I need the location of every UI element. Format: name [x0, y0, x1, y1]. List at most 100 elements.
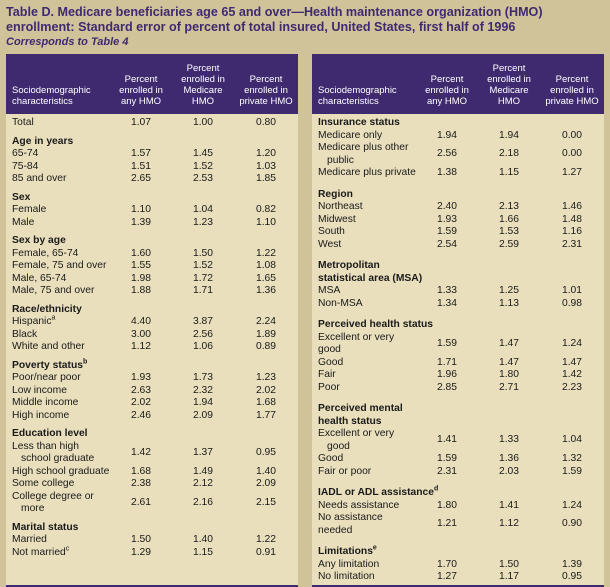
table-row: 75-84 1.51 1.52 1.03	[6, 161, 298, 174]
cell-value: 1.32	[561, 453, 583, 464]
cell-value: 1.55	[130, 260, 152, 271]
cell-value: 1.41	[498, 499, 520, 511]
row-label: Some college	[12, 478, 75, 489]
table-row: Excellent or very good 1.59 1.47 1.24	[312, 332, 604, 357]
table-row: Some college 2.38 2.12 2.09	[6, 478, 298, 491]
cell-value: 1.93	[130, 372, 152, 383]
cell-value: 2.03	[498, 465, 520, 477]
cell-value: 1.04	[561, 434, 583, 446]
cell-value: 2.15	[255, 496, 277, 508]
section-label: Sex	[12, 191, 31, 203]
cell-value: 1.96	[436, 369, 458, 380]
section-row: IADL or ADL assistanced	[312, 485, 604, 500]
cell-value: 1.52	[192, 160, 214, 172]
cell-value: 1.71	[192, 285, 214, 296]
table-row: Medicare plus other public 2.56 2.18 0.00	[312, 142, 604, 167]
cell-value: 1.10	[130, 204, 152, 215]
table-row: 85 and over 2.65 2.53 1.85	[6, 173, 298, 186]
cell-value: 1.47	[498, 337, 520, 349]
cell-value: 1.36	[255, 285, 277, 296]
table-row: No assistance needed 1.21 1.12 0.90	[312, 512, 604, 537]
section-label: Race/ethnicity	[12, 303, 82, 315]
cell-value: 1.00	[192, 117, 214, 128]
cell-value: 1.07	[130, 117, 152, 128]
row-label: Male, 65-74	[12, 272, 67, 284]
cell-value: 1.41	[436, 434, 458, 446]
cell-value: 1.88	[130, 285, 152, 296]
cell-value: 0.95	[255, 446, 277, 458]
cell-value: 1.51	[130, 160, 152, 172]
cell-value: 2.61	[130, 496, 152, 508]
cell-value: 1.46	[561, 201, 583, 212]
cell-value: 0.98	[561, 297, 583, 309]
table-body: Insurance status Medicare only 1.94 1.94 0.0…	[312, 114, 604, 585]
table-row: West 2.54 2.59 2.31	[312, 239, 604, 252]
footnote-marker: b	[82, 358, 88, 366]
cell-value: 2.13	[498, 201, 520, 212]
column-header: Percent enrolled in any HMO	[425, 74, 469, 107]
row-label: MSA	[318, 285, 341, 296]
section-gap	[312, 394, 604, 403]
cell-value: 1.21	[436, 518, 458, 530]
section-label: Region	[318, 188, 353, 200]
cell-value: 1.22	[255, 534, 277, 545]
table-row: White and other 1.12 1.06 0.89	[6, 341, 298, 354]
section-row: Limitationse	[312, 545, 604, 559]
section-row: Marital status	[6, 522, 298, 535]
table-row: Middle income 2.02 1.94 1.68	[6, 397, 298, 410]
section-label: Metropolitan statistical area (MSA)	[318, 260, 423, 284]
cell-value: 1.89	[255, 328, 277, 340]
cell-value: 2.38	[130, 478, 152, 489]
row-label: Female, 75 and over	[12, 260, 107, 271]
section-label: Perceived mental health status	[318, 403, 403, 427]
section-label: IADL or ADL assistanced	[318, 485, 439, 498]
column-header: Sociodemographic characteristics	[318, 85, 397, 107]
cell-value: 2.16	[192, 496, 214, 508]
table-row: Male 1.39 1.23 1.10	[6, 217, 298, 230]
table-row: MSA 1.33 1.25 1.01	[312, 285, 604, 298]
cell-value: 1.34	[436, 297, 458, 309]
footnote-marker: d	[433, 485, 439, 493]
tables: Sociodemographic characteristics Percent en…	[6, 54, 604, 587]
table-row: Total 1.07 1.00 0.80	[6, 117, 298, 130]
row-label: No limitation	[318, 571, 375, 582]
cell-value: 0.80	[255, 117, 277, 128]
section-label: Perceived health status	[318, 319, 434, 330]
section-row: Sex by age	[6, 235, 298, 248]
row-label: Fair or poor	[318, 465, 372, 477]
row-label: Good	[318, 356, 344, 368]
section-row: Race/ethnicity	[6, 304, 298, 317]
row-label: West	[318, 238, 342, 250]
row-label: Middle income	[12, 397, 79, 408]
table-row: South 1.59 1.53 1.16	[312, 226, 604, 239]
row-label: Needs assistance	[318, 499, 400, 511]
cell-value: 1.93	[436, 213, 458, 225]
cell-value: 1.59	[436, 337, 458, 349]
cell-value: 2.02	[130, 397, 152, 408]
cell-value: 1.37	[192, 446, 214, 458]
cell-value: 1.24	[561, 499, 583, 511]
row-label: Low income	[12, 384, 67, 396]
section-row: Poverty statusb	[6, 358, 298, 373]
row-label: Northeast	[318, 201, 363, 212]
cell-value: 1.57	[130, 148, 152, 159]
cell-value: 2.31	[561, 238, 583, 250]
cell-value: 1.17	[498, 571, 520, 582]
cell-value: 1.59	[561, 465, 583, 477]
table-row: Good 1.71 1.47 1.47	[312, 357, 604, 370]
section-label: Education level	[12, 428, 88, 439]
cell-value: 0.95	[561, 571, 583, 582]
cell-value: 1.70	[436, 558, 458, 570]
table-row: Medicare plus private 1.38 1.15 1.27	[312, 167, 604, 180]
table-header-row: Sociodemographic characteristics Percent en…	[312, 54, 604, 114]
cell-value: 1.01	[561, 285, 583, 296]
cell-value: 2.56	[436, 148, 458, 160]
cell-value: 0.00	[561, 129, 583, 141]
cell-value: 1.73	[192, 372, 214, 383]
table-row: Midwest 1.93 1.66 1.48	[312, 214, 604, 227]
cell-value: 1.71	[436, 356, 458, 368]
row-label: Hispanica	[12, 314, 56, 327]
table-row: Less than high school graduate 1.42 1.37 0.9…	[6, 441, 298, 466]
section-row: Education level	[6, 428, 298, 441]
cell-value: 1.66	[498, 213, 520, 225]
